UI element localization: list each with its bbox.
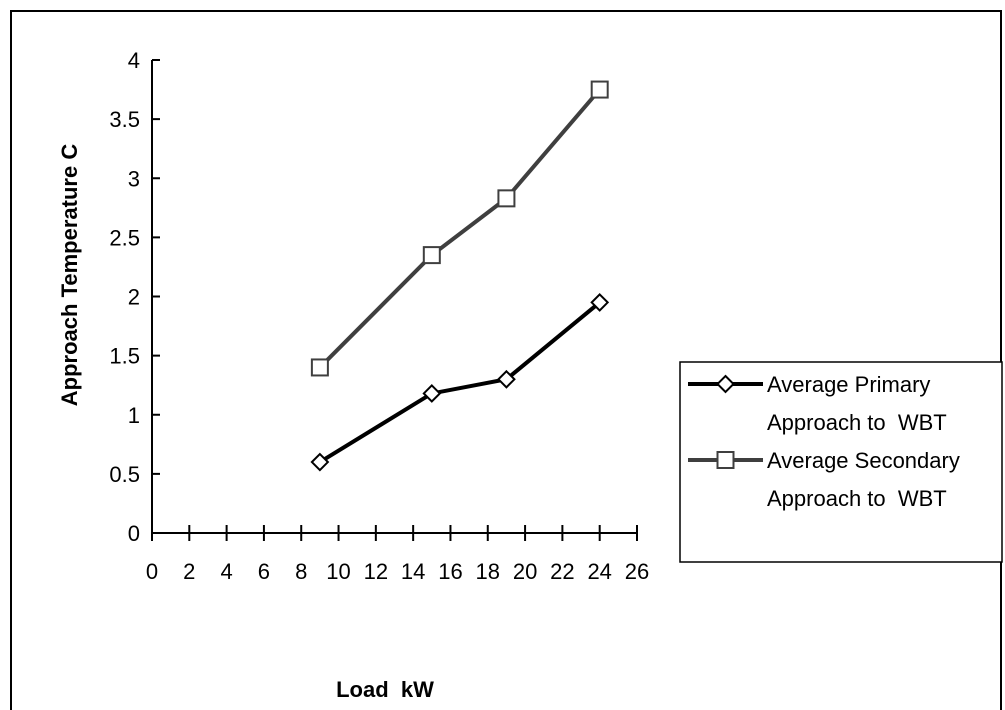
- legend-label: Approach to WBT: [767, 486, 947, 511]
- data-point-diamond: [310, 452, 330, 472]
- y-tick-label: 4: [128, 48, 140, 73]
- legend-label: Approach to WBT: [767, 410, 947, 435]
- x-tick-label: 12: [364, 559, 388, 584]
- x-tick-label: 8: [295, 559, 307, 584]
- y-tick-label: 2: [128, 285, 140, 310]
- y-tick-label: 0.5: [109, 462, 140, 487]
- x-tick-label: 22: [550, 559, 574, 584]
- x-tick-label: 10: [326, 559, 350, 584]
- x-tick-label: 26: [625, 559, 649, 584]
- x-axis-ticks: 0 2 4 6 8 10 12 14 16 18 20 22 24 26: [146, 525, 649, 584]
- x-tick-label: 16: [438, 559, 462, 584]
- x-tick-label: 24: [587, 559, 611, 584]
- axes: 00.511.522.533.54 0 2 4 6 8 10 12 14 16 18 20 22 24 2…: [109, 48, 649, 584]
- data-point-diamond: [590, 292, 610, 312]
- x-tick-label: 14: [401, 559, 425, 584]
- legend-marker-square: [716, 451, 735, 469]
- x-tick-label: 2: [183, 559, 195, 584]
- x-tick-label: 4: [220, 559, 232, 584]
- data-point-square: [497, 189, 516, 208]
- data-point-square: [310, 358, 329, 377]
- series-line: [318, 300, 601, 464]
- legend-marker-diamond: [716, 374, 735, 394]
- legend: Average Primary Approach to WBT Average Se…: [679, 361, 1003, 563]
- y-tick-label: 0: [128, 521, 140, 546]
- x-axis-title: Load kW: [336, 677, 434, 702]
- x-tick-label: 18: [476, 559, 500, 584]
- data-point-square: [590, 80, 609, 99]
- x-tick-label: 0: [146, 559, 158, 584]
- y-tick-label: 2.5: [109, 225, 140, 250]
- x-tick-label: 6: [258, 559, 270, 584]
- series-layer: [310, 80, 610, 472]
- x-tick-label: 20: [513, 559, 537, 584]
- y-tick-label: 1.5: [109, 344, 140, 369]
- data-point-diamond: [497, 369, 516, 389]
- legend-label: Average Primary: [767, 372, 930, 397]
- series-line: [318, 88, 602, 369]
- y-axis-title: Approach Temperature C: [57, 144, 82, 407]
- y-tick-label: 3.5: [109, 107, 140, 132]
- y-tick-label: 3: [128, 166, 140, 191]
- y-tick-label: 1: [128, 403, 140, 428]
- chart-frame: [10, 10, 1002, 710]
- data-point-diamond: [422, 384, 442, 403]
- data-point-square: [422, 246, 441, 265]
- legend-label: Average Secondary: [767, 448, 960, 473]
- y-axis-ticks: 0 0.5 1 1.5 2 2.5 3 3.5 4: [109, 48, 160, 546]
